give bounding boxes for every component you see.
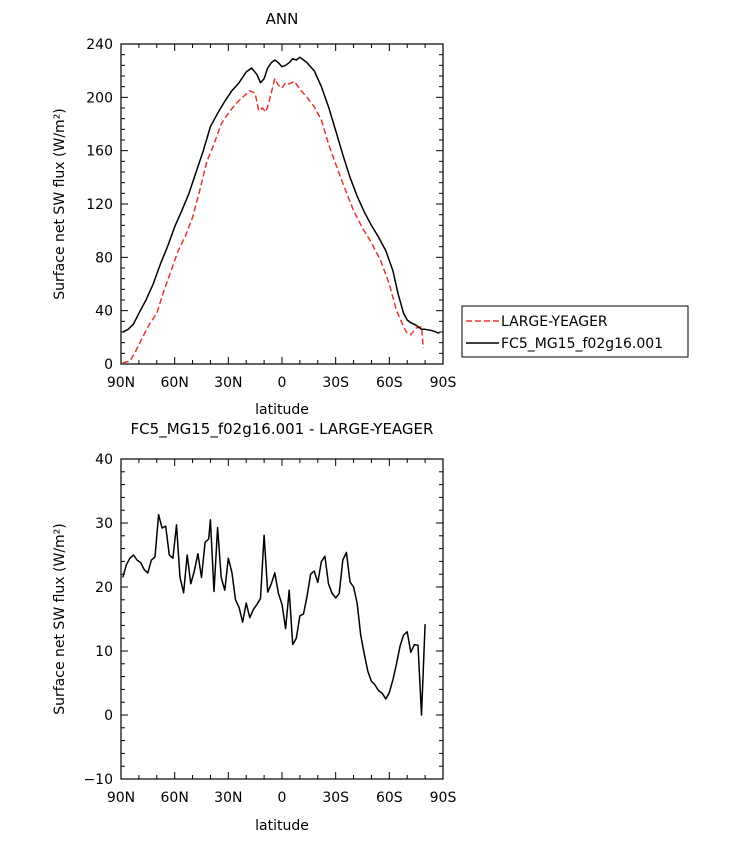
top-plot-frame	[120, 43, 444, 365]
top-panel: ANN 90N 60N 30N 0 30S 60S 90S 0 40 80 120 160 200 24…	[52, 10, 689, 418]
top-ticks	[120, 43, 444, 365]
top-chart-title: ANN	[266, 10, 299, 28]
x-tick-label: 60S	[376, 375, 403, 391]
y-tick-label: 20	[95, 580, 113, 596]
x-tick-label: 30S	[322, 790, 349, 806]
x-tick-label: 0	[278, 790, 287, 806]
bottom-y-axis-label: Surface net SW flux (W/m²)	[52, 523, 68, 715]
y-tick-label: 200	[86, 90, 113, 106]
y-tick-label: 40	[95, 452, 113, 468]
top-x-axis-label: latitude	[255, 402, 309, 418]
bottom-y-tick-labels: −10 0 10 20 30 40	[83, 452, 113, 788]
legend-label-large-yeager: LARGE-YEAGER	[501, 314, 608, 330]
x-tick-label: 60N	[161, 790, 189, 806]
top-x-tick-labels: 90N 60N 30N 0 30S 60S 90S	[107, 375, 457, 391]
y-tick-label: 30	[95, 516, 113, 532]
y-tick-label: 40	[95, 304, 113, 320]
bottom-plot-frame	[120, 458, 444, 780]
x-tick-label: 90S	[430, 790, 457, 806]
series-line-large-yeager	[122, 77, 425, 364]
y-tick-label: −10	[83, 772, 113, 788]
x-tick-label: 30S	[322, 375, 349, 391]
legend-box	[461, 305, 689, 358]
bottom-x-tick-labels: 90N 60N 30N 0 30S 60S 90S	[107, 790, 457, 806]
x-tick-label: 90N	[107, 790, 135, 806]
y-tick-label: 160	[86, 144, 113, 160]
y-tick-label: 0	[104, 357, 113, 373]
series-line-fc5-mg15-f02g16-001	[122, 56, 440, 335]
x-tick-label: 90N	[107, 375, 135, 391]
x-tick-label: 60N	[161, 375, 189, 391]
bottom-ticks	[120, 458, 444, 780]
bottom-chart-title: FC5_MG15_f02g16.001 - LARGE-YEAGER	[131, 420, 434, 439]
y-tick-label: 0	[104, 708, 113, 724]
y-tick-label: 10	[95, 644, 113, 660]
y-tick-label: 240	[86, 37, 113, 53]
y-tick-label: 120	[86, 197, 113, 213]
x-tick-label: 90S	[430, 375, 457, 391]
bottom-series-lines	[122, 513, 426, 716]
legend: LARGE-YEAGER FC5_MG15_f02g16.001	[461, 305, 689, 358]
bottom-x-axis-label: latitude	[255, 818, 309, 834]
series-line-fc5-mg15-f02g16-001-large-yeager	[122, 513, 426, 716]
top-y-axis-label: Surface net SW flux (W/m²)	[52, 108, 68, 300]
top-y-tick-labels: 0 40 80 120 160 200 240	[86, 37, 113, 373]
y-tick-label: 80	[95, 250, 113, 266]
top-series-lines	[122, 56, 440, 364]
legend-label-fc5: FC5_MG15_f02g16.001	[501, 336, 663, 352]
x-tick-label: 30N	[214, 375, 242, 391]
bottom-panel: FC5_MG15_f02g16.001 - LARGE-YEAGER 90N 60…	[52, 420, 456, 834]
x-tick-label: 30N	[214, 790, 242, 806]
x-tick-label: 60S	[376, 790, 403, 806]
x-tick-label: 0	[278, 375, 287, 391]
